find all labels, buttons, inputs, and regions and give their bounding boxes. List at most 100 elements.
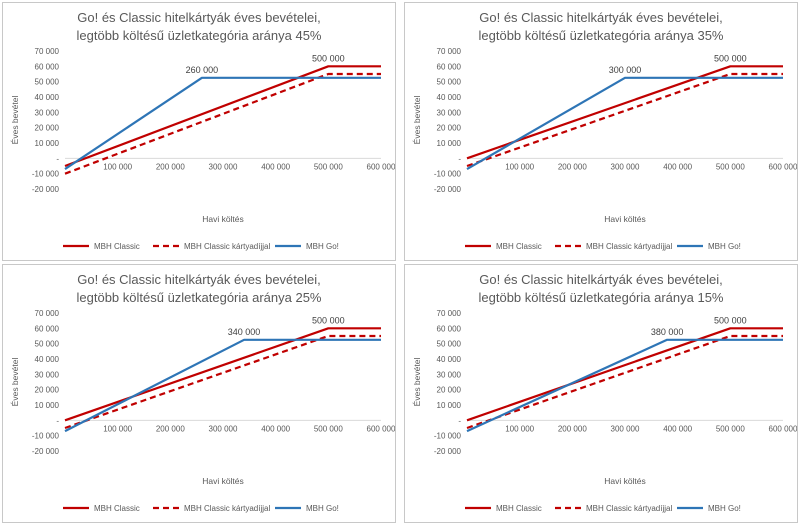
x-tick-label: 300 000 <box>611 162 640 171</box>
y-tick-label: -20 000 <box>434 447 462 456</box>
chart-panel-3: Go! és Classic hitelkártyák éves bevétel… <box>2 264 396 523</box>
chart-title: Go! és Classic hitelkártyák éves bevétel… <box>405 9 797 45</box>
x-tick-label: 100 000 <box>103 162 132 171</box>
y-axis-label: Éves bevétel <box>412 358 422 407</box>
legend-label: MBH Classic kártyadíjjal <box>586 242 672 251</box>
y-tick-label: -10 000 <box>32 170 60 179</box>
x-tick-label: 400 000 <box>261 162 290 171</box>
y-tick-label: 50 000 <box>35 78 60 87</box>
series-line-2 <box>64 334 381 430</box>
y-tick-label: - <box>458 154 461 163</box>
legend-label: MBH Go! <box>708 504 741 513</box>
x-tick-label: 400 000 <box>663 424 692 433</box>
series-line-2 <box>466 72 783 168</box>
y-axis-label: Éves bevétel <box>10 96 20 145</box>
y-tick-label: 30 000 <box>35 370 60 379</box>
legend-label: MBH Go! <box>708 242 741 251</box>
legend-label: MBH Classic kártyadíjjal <box>184 504 270 513</box>
x-tick-label: 100 000 <box>505 424 534 433</box>
legend-label: MBH Classic <box>496 504 542 513</box>
x-tick-label: 200 000 <box>558 162 587 171</box>
series-line-3 <box>466 338 783 433</box>
line-chart: 70 000 60 000 50 000 40 000 30 000 20 000 10 0… <box>412 47 798 251</box>
legend-label: MBH Classic kártyadíjjal <box>184 242 270 251</box>
series-line-2 <box>466 334 783 430</box>
chart-title-line-2: legtöbb költésű üzletkategória aránya 15… <box>478 290 724 305</box>
legend-label: MBH Classic <box>496 242 542 251</box>
chart-title: Go! és Classic hitelkártyák éves bevétel… <box>405 271 797 307</box>
x-axis-label: Havi költés <box>604 476 646 486</box>
x-tick-label: 300 000 <box>209 162 238 171</box>
y-tick-label: 70 000 <box>35 47 60 56</box>
y-tick-label: 30 000 <box>437 370 462 379</box>
y-tick-label: 70 000 <box>437 309 462 318</box>
y-axis-label: Éves bevétel <box>412 96 422 145</box>
y-tick-label: - <box>56 416 59 425</box>
y-tick-label: 30 000 <box>437 108 462 117</box>
legend-label: MBH Go! <box>306 504 339 513</box>
y-tick-label: 40 000 <box>35 93 60 102</box>
x-tick-label: 100 000 <box>103 424 132 433</box>
y-tick-label: 60 000 <box>437 62 462 71</box>
y-tick-label: 70 000 <box>35 309 60 318</box>
x-axis-label: Havi költés <box>202 476 244 486</box>
y-tick-label: -10 000 <box>32 432 60 441</box>
y-tick-label: 40 000 <box>437 355 462 364</box>
y-tick-label: 40 000 <box>35 355 60 364</box>
line-chart: 70 000 60 000 50 000 40 000 30 000 20 000 10 0… <box>10 309 395 513</box>
x-tick-label: 200 000 <box>558 424 587 433</box>
series-line-3 <box>64 338 381 433</box>
y-tick-label: -10 000 <box>434 170 462 179</box>
y-tick-label: 50 000 <box>437 78 462 87</box>
x-tick-label: 500 000 <box>314 424 343 433</box>
y-tick-label: -20 000 <box>32 185 60 194</box>
y-tick-label: 50 000 <box>437 340 462 349</box>
y-tick-label: 70 000 <box>437 47 462 56</box>
y-tick-label: 20 000 <box>35 386 60 395</box>
y-tick-label: 60 000 <box>35 324 60 333</box>
y-tick-label: 60 000 <box>437 324 462 333</box>
line-chart: 70 000 60 000 50 000 40 000 30 000 20 000 10 0… <box>412 309 797 513</box>
legend-label: MBH Classic <box>94 242 140 251</box>
chart-title: Go! és Classic hitelkártyák éves bevétel… <box>3 271 395 307</box>
y-tick-label: 20 000 <box>437 386 462 395</box>
y-axis-label: Éves bevétel <box>10 358 20 407</box>
y-tick-label: -20 000 <box>32 447 60 456</box>
data-label: 500 000 <box>714 53 747 63</box>
series-line-1 <box>64 327 381 422</box>
y-tick-label: -20 000 <box>434 185 462 194</box>
series-line-2 <box>64 72 381 175</box>
y-tick-label: - <box>458 416 461 425</box>
x-tick-label: 500 000 <box>716 424 745 433</box>
data-label: 260 000 <box>186 65 219 75</box>
series-line-3 <box>64 76 381 171</box>
chart-title-line-1: Go! és Classic hitelkártyák éves bevétel… <box>479 10 723 25</box>
x-tick-label: 500 000 <box>314 162 343 171</box>
chart-panel-1: Go! és Classic hitelkártyák éves bevétel… <box>2 2 396 261</box>
x-tick-label: 100 000 <box>505 162 534 171</box>
data-label: 500 000 <box>312 315 345 325</box>
y-tick-label: 10 000 <box>437 139 462 148</box>
x-axis-label: Havi költés <box>202 214 244 224</box>
data-label: 500 000 <box>312 53 345 63</box>
series-line-3 <box>466 76 783 171</box>
y-tick-label: 30 000 <box>35 108 60 117</box>
chart-title-line-1: Go! és Classic hitelkártyák éves bevétel… <box>479 272 723 287</box>
y-tick-label: - <box>56 154 59 163</box>
series-line-1 <box>64 65 381 168</box>
y-tick-label: 20 000 <box>437 124 462 133</box>
chart-title-line-1: Go! és Classic hitelkártyák éves bevétel… <box>77 272 321 287</box>
x-tick-label: 400 000 <box>261 424 290 433</box>
y-tick-label: 40 000 <box>437 93 462 102</box>
chart-title: Go! és Classic hitelkártyák éves bevétel… <box>3 9 395 45</box>
x-tick-label: 600 000 <box>769 162 798 171</box>
x-axis-label: Havi költés <box>604 214 646 224</box>
x-tick-label: 300 000 <box>209 424 238 433</box>
chart-panel-2: Go! és Classic hitelkártyák éves bevétel… <box>404 2 798 261</box>
chart-title-line-1: Go! és Classic hitelkártyák éves bevétel… <box>77 10 321 25</box>
chart-title-line-2: legtöbb költésű üzletkategória aránya 45… <box>76 28 322 43</box>
y-tick-label: -10 000 <box>434 432 462 441</box>
x-tick-label: 300 000 <box>611 424 640 433</box>
x-tick-label: 200 000 <box>156 162 185 171</box>
